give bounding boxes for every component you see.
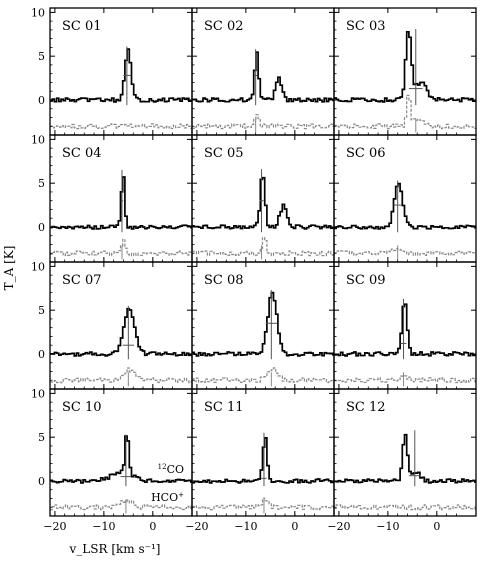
x-tick-label: 0: [149, 520, 156, 533]
hco-spectrum: [334, 504, 476, 511]
hco-spectrum: [334, 248, 476, 256]
y-tick-label: 10: [31, 133, 45, 146]
co-spectrum: [334, 303, 476, 357]
co-spectrum: [334, 182, 476, 230]
x-tick-label: −10: [92, 520, 115, 533]
panel-label: SC 01: [62, 19, 102, 34]
y-tick-label: 0: [38, 348, 45, 361]
y-tick-label: 5: [38, 304, 45, 317]
hco-spectrum: [334, 94, 476, 130]
panel-4: SC 04 0 5 10: [31, 133, 193, 263]
panel-label: SC 02: [204, 19, 244, 34]
hco-spectrum: [192, 114, 334, 130]
panel-label: SC 10: [62, 400, 102, 415]
panel-7: SC 07 0 5 10: [31, 260, 193, 390]
co-spectrum: [192, 437, 334, 484]
co-spectrum: [334, 31, 476, 103]
co-spectrum: [50, 176, 192, 230]
y-tick-label: 0: [38, 475, 45, 488]
x-tick-label: −10: [234, 520, 257, 533]
panel-3: SC 03: [333, 7, 477, 136]
co-spectrum: [334, 433, 476, 484]
legend-co-text: CO: [167, 463, 184, 476]
hco-spectrum: [192, 367, 334, 384]
hco-spectrum: [192, 237, 334, 257]
y-tick-label: 10: [31, 6, 45, 19]
hco-spectrum: [50, 499, 192, 511]
y-tick-label: 5: [38, 177, 45, 190]
panel-label: SC 05: [204, 146, 244, 161]
legend-co: 12CO: [158, 463, 184, 476]
x-tick-label: −10: [376, 520, 399, 533]
panel-10: SC 10 0 5 10 −20 −10 0 12CO HCO+: [31, 387, 193, 533]
panel-5: SC 05: [191, 134, 335, 263]
y-tick-label: 5: [38, 50, 45, 63]
hco-spectrum: [334, 375, 476, 384]
panel-label: SC 04: [62, 146, 102, 161]
legend-hco-text: HCO: [151, 491, 178, 504]
x-tick-label: −20: [327, 520, 350, 533]
y-tick-label: 0: [38, 221, 45, 234]
panel-12: SC 12 −20 −10 0: [327, 388, 477, 533]
panel-9: SC 09: [333, 261, 477, 390]
y-axis-label: T_A [K]: [2, 246, 16, 291]
x-axis-label: v_LSR [km s⁻¹]: [69, 542, 161, 556]
co-spectrum: [50, 307, 192, 357]
co-spectrum: [192, 291, 334, 357]
co-spectrum: [50, 435, 192, 484]
hco-spectrum: [50, 238, 192, 257]
panel-label: SC 11: [204, 400, 244, 415]
panel-11: SC 11 −20 −10 0: [185, 388, 335, 533]
panel-label: SC 09: [346, 273, 386, 288]
hco-spectrum: [192, 497, 334, 511]
legend-hco: HCO+: [151, 491, 184, 504]
x-tick-label: −20: [43, 520, 66, 533]
co-spectrum: [192, 176, 334, 230]
legend-co-superscript: 12: [158, 463, 167, 471]
x-tick-label: −20: [185, 520, 208, 533]
y-tick-label: 0: [38, 94, 45, 107]
panel-2: SC 02: [191, 7, 335, 136]
panel-frame: [333, 388, 477, 517]
x-tick-label: 0: [433, 520, 440, 533]
panel-label: SC 08: [204, 273, 244, 288]
hco-spectrum: [50, 367, 192, 384]
panel-1: SC 01 0 5 10: [31, 6, 193, 136]
panel-label: SC 07: [62, 273, 102, 288]
legend-hco-superscript: +: [178, 491, 184, 499]
hco-spectrum: [50, 123, 192, 130]
co-spectrum: [50, 48, 192, 103]
co-spectrum: [192, 51, 334, 103]
panel-label: SC 06: [346, 146, 386, 161]
y-tick-label: 10: [31, 260, 45, 273]
y-tick-label: 5: [38, 431, 45, 444]
x-tick-label: 0: [291, 520, 298, 533]
panel-label: SC 12: [346, 400, 386, 415]
panel-label: SC 03: [346, 19, 386, 34]
y-tick-label: 10: [31, 387, 45, 400]
panel-8: SC 08: [191, 261, 335, 390]
panel-6: SC 06: [333, 134, 477, 263]
